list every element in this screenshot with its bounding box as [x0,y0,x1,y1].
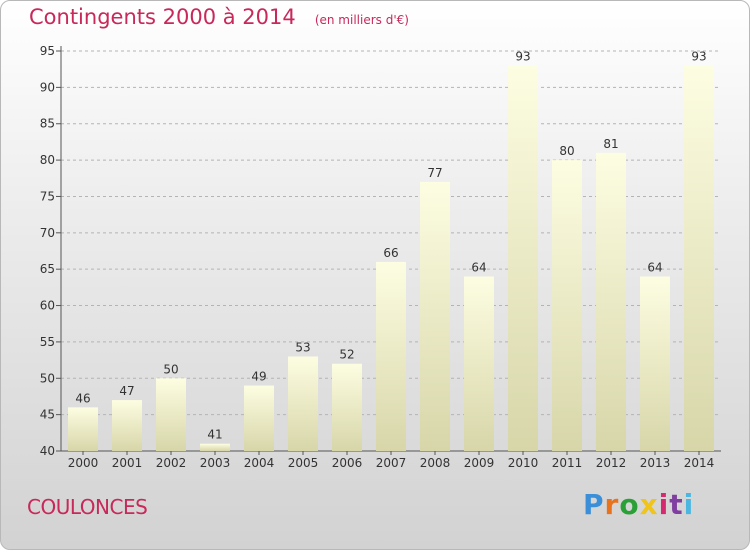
y-tick-label: 65 [40,262,55,276]
x-tick-label: 2004 [244,456,275,470]
bar-value-label: 50 [163,362,178,376]
bar [640,276,670,451]
y-tick-label: 60 [40,299,55,313]
bar [200,443,230,451]
bar [68,407,98,451]
bar-value-label: 52 [339,348,354,362]
bar-value-label: 46 [75,391,90,405]
y-tick-label: 55 [40,335,55,349]
bar-value-label: 53 [295,340,310,354]
x-tick-label: 2013 [640,456,671,470]
bar-value-label: 47 [119,384,134,398]
logo-letter: r [604,488,620,521]
logo-letter: i [658,488,670,521]
bar [464,276,494,451]
bar-value-label: 93 [691,50,706,64]
x-tick-label: 2001 [112,456,143,470]
bar [508,65,538,451]
y-tick-label: 75 [40,189,55,203]
bar [420,181,450,451]
x-tick-label: 2000 [68,456,99,470]
x-tick-label: 2007 [376,456,407,470]
place-name: COULONCES [27,495,148,519]
bar-value-label: 64 [647,260,662,274]
y-tick-label: 70 [40,226,55,240]
y-tick-label: 45 [40,408,55,422]
bar-value-label: 66 [383,246,398,260]
bar [112,400,142,451]
logo-letter: x [639,488,659,521]
logo-letter: i [683,488,695,521]
logo-letter: o [619,488,640,521]
bar-value-label: 81 [603,137,618,151]
x-tick-label: 2010 [508,456,539,470]
x-tick-label: 2002 [156,456,187,470]
x-tick-label: 2006 [332,456,363,470]
x-tick-label: 2005 [288,456,319,470]
bar-value-label: 80 [559,144,574,158]
x-tick-label: 2014 [684,456,715,470]
bar-chart: 40 45 50 55 60 65 70 75 80 85 90 95 46 2000 47 2001 50 20… [40,44,721,470]
logo-letter: P [583,488,605,521]
proxiti-logo: Proxiti [583,488,694,521]
y-tick-label: 85 [40,117,55,131]
bar-value-label: 64 [471,260,486,274]
x-tick-label: 2008 [420,456,451,470]
x-tick-label: 2009 [464,456,495,470]
chart-title: Contingents 2000 à 2014 [29,5,296,29]
bar-value-label: 77 [427,166,442,180]
title-row: Contingents 2000 à 2014 (en milliers d'€… [29,5,409,29]
bar-value-label: 49 [251,370,266,384]
bar [684,65,714,451]
x-tick-label: 2011 [552,456,583,470]
x-tick-label: 2012 [596,456,627,470]
y-tick-label: 90 [40,80,55,94]
bar [244,385,274,451]
bar [332,363,362,451]
bar [288,356,318,451]
logo-letter: t [669,488,684,521]
bar [376,261,406,451]
y-tick-label: 95 [40,44,55,58]
chart-subtitle: (en milliers d'€) [314,13,409,27]
y-tick-label: 40 [40,444,55,458]
x-tick-label: 2003 [200,456,231,470]
bar-value-label: 93 [515,50,530,64]
bar [552,160,582,451]
bar [156,378,186,451]
bar-value-label: 41 [207,428,222,442]
y-tick-label: 80 [40,153,55,167]
bar [596,152,626,451]
y-tick-label: 50 [40,371,55,385]
